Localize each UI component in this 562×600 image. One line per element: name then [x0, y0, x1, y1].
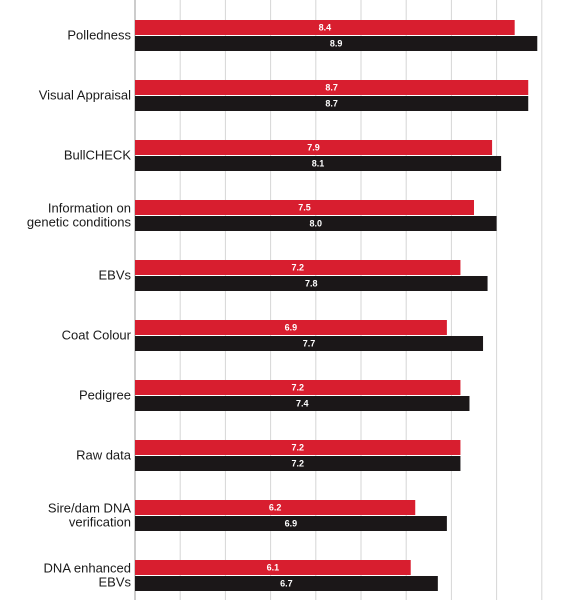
- data-label: 7.4: [296, 399, 309, 409]
- data-label: 7.2: [291, 383, 304, 393]
- category-label: Sire/dam DNA: [48, 501, 131, 516]
- data-label: 8.4: [319, 23, 332, 33]
- data-label: 8.7: [325, 99, 338, 109]
- category-label: Coat Colour: [62, 328, 132, 343]
- bar-series-2: [135, 276, 488, 291]
- bar-series-2: [135, 456, 461, 471]
- bar-series-2: [135, 516, 447, 531]
- bar-series-2: [135, 336, 484, 351]
- bar-series-1: [135, 440, 461, 455]
- data-label: 6.7: [280, 579, 293, 589]
- bar-series-2: [135, 96, 529, 111]
- data-label: 7.9: [307, 143, 320, 153]
- category-label: EBVs: [98, 575, 131, 590]
- bar-series-1: [135, 80, 529, 95]
- data-label: 7.2: [291, 459, 304, 469]
- bar-series-1: [135, 380, 461, 395]
- category-label: Raw data: [76, 448, 132, 463]
- data-label: 8.7: [325, 83, 338, 93]
- bar-series-2: [135, 396, 470, 411]
- category-label: Information on: [48, 201, 131, 216]
- data-label: 7.2: [291, 263, 304, 273]
- data-label: 8.1: [312, 159, 325, 169]
- bar-series-1: [135, 20, 515, 35]
- bar-series-1: [135, 260, 461, 275]
- data-label: 7.8: [305, 279, 318, 289]
- category-label: EBVs: [98, 268, 131, 283]
- bar-series-2: [135, 576, 438, 591]
- category-label: DNA enhanced: [44, 561, 131, 576]
- bar-series-2: [135, 36, 538, 51]
- bar-series-1: [135, 200, 474, 215]
- bar-series-1: [135, 320, 447, 335]
- bar-series-1: [135, 500, 416, 515]
- data-label: 8.9: [330, 39, 343, 49]
- data-label: 6.1: [267, 563, 280, 573]
- bar-series-2: [135, 156, 502, 171]
- category-label: BullCHECK: [64, 148, 132, 163]
- bar-series-1: [135, 140, 493, 155]
- category-label: Pedigree: [79, 388, 131, 403]
- category-label: genetic conditions: [27, 215, 132, 230]
- category-label: verification: [69, 515, 131, 530]
- data-label: 7.7: [303, 339, 316, 349]
- data-label: 6.9: [285, 519, 298, 529]
- data-label: 6.2: [269, 503, 282, 513]
- data-label: 7.5: [298, 203, 311, 213]
- bar-series-2: [135, 216, 497, 231]
- data-label: 6.9: [285, 323, 298, 333]
- category-label: Polledness: [67, 28, 131, 43]
- data-label: 7.2: [291, 443, 304, 453]
- bar-series-1: [135, 560, 411, 575]
- category-label: Visual Appraisal: [39, 88, 131, 103]
- data-label: 8.0: [310, 219, 323, 229]
